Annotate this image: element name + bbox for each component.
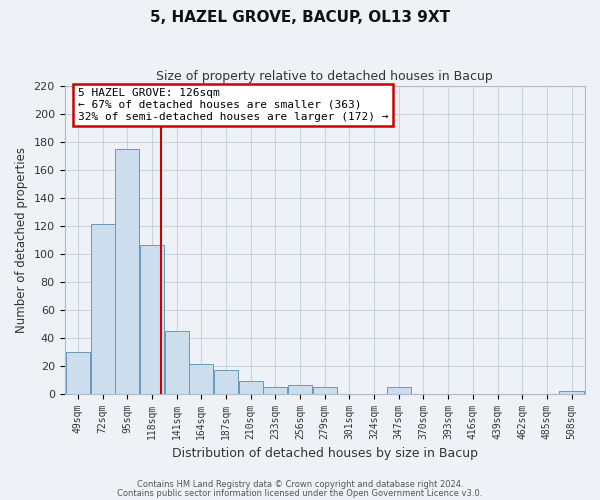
Bar — [263, 386, 287, 394]
Bar — [91, 224, 115, 394]
Bar — [239, 381, 263, 394]
Text: Contains public sector information licensed under the Open Government Licence v3: Contains public sector information licen… — [118, 490, 482, 498]
Bar — [288, 386, 312, 394]
Bar — [387, 386, 411, 394]
Text: Contains HM Land Registry data © Crown copyright and database right 2024.: Contains HM Land Registry data © Crown c… — [137, 480, 463, 489]
Bar — [66, 352, 90, 394]
Title: Size of property relative to detached houses in Bacup: Size of property relative to detached ho… — [157, 70, 493, 83]
Text: 5 HAZEL GROVE: 126sqm
← 67% of detached houses are smaller (363)
32% of semi-det: 5 HAZEL GROVE: 126sqm ← 67% of detached … — [78, 88, 388, 122]
Text: 5, HAZEL GROVE, BACUP, OL13 9XT: 5, HAZEL GROVE, BACUP, OL13 9XT — [150, 10, 450, 25]
Bar — [140, 245, 164, 394]
X-axis label: Distribution of detached houses by size in Bacup: Distribution of detached houses by size … — [172, 447, 478, 460]
Bar — [313, 386, 337, 394]
Bar — [164, 330, 189, 394]
Y-axis label: Number of detached properties: Number of detached properties — [15, 146, 28, 332]
Bar — [115, 148, 139, 394]
Bar — [189, 364, 214, 394]
Bar — [559, 391, 584, 394]
Bar — [214, 370, 238, 394]
